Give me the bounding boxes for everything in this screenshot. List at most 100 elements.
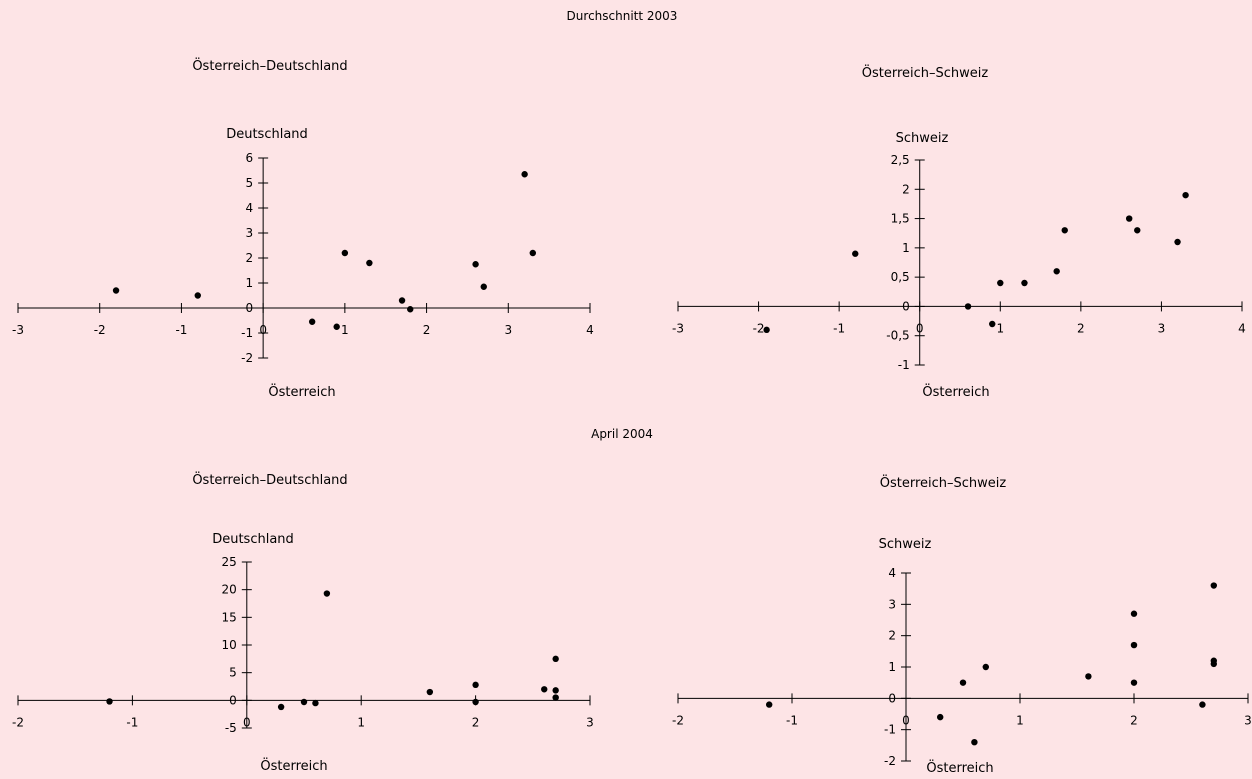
data-point: [971, 739, 978, 746]
x-tick-label: -1: [833, 321, 845, 335]
y-tick-label: 1: [888, 660, 896, 674]
scatter-panel-2: Österreich–Schweiz Schweiz Österreich -3 -2 -…: [672, 64, 1246, 400]
x-axis-label: Österreich: [260, 757, 327, 774]
data-point: [341, 249, 349, 257]
x-tick-label: 1: [357, 715, 365, 729]
x-tick-label: 0: [243, 715, 251, 729]
x-tick-label: -2: [94, 323, 106, 337]
data-point: [312, 699, 319, 707]
y-tick-label: -2: [241, 351, 253, 365]
panel-title: Österreich–Schweiz: [862, 64, 989, 81]
y-tick-label: 6: [246, 151, 254, 165]
panel-title: Österreich–Schweiz: [880, 474, 1007, 491]
data-point: [1210, 582, 1218, 589]
y-tick-label: 3: [246, 226, 254, 240]
data-point: [106, 698, 113, 705]
x-tick-label: 3: [1158, 321, 1166, 335]
data-point: [552, 687, 559, 694]
y-tick-label: -5: [225, 721, 237, 735]
data-point: [1053, 268, 1060, 275]
y-axis-label: Deutschland: [212, 532, 294, 547]
x-tick-label: 0: [902, 713, 910, 727]
y-tick-label: 10: [222, 638, 237, 652]
x-tick-label: 2: [1077, 321, 1085, 335]
data-point: [552, 694, 559, 701]
data-point: [300, 698, 308, 706]
y-tick-label: 5: [246, 176, 254, 190]
y-tick-label: 2: [246, 251, 254, 265]
x-tick-label: -1: [175, 323, 187, 337]
x-tick-label: 1: [996, 321, 1004, 335]
data-point: [766, 701, 773, 708]
data-point: [480, 283, 487, 290]
x-tick-label: 3: [586, 715, 594, 729]
y-axis-label: Deutschland: [226, 127, 308, 142]
y-tick-label: 0: [888, 691, 896, 705]
data-point: [194, 292, 201, 299]
data-point: [1182, 191, 1189, 199]
data-point: [1134, 227, 1141, 234]
y-axis-label: Schweiz: [896, 131, 949, 146]
data-point: [472, 261, 479, 268]
panel-title: Österreich–Deutschland: [192, 57, 347, 74]
data-point: [407, 306, 414, 313]
x-tick-label: 1: [341, 323, 349, 337]
data-point: [398, 297, 406, 304]
data-point: [366, 259, 373, 267]
data-point: [323, 590, 331, 597]
data-point: [763, 326, 770, 334]
data-point: [521, 171, 528, 178]
y-tick-label: -1: [898, 358, 910, 372]
data-point: [333, 323, 340, 330]
data-point: [1061, 227, 1068, 234]
x-tick-label: 1: [1016, 713, 1024, 727]
x-tick-label: -2: [672, 713, 684, 727]
y-tick-label: 0: [229, 693, 237, 707]
y-tick-label: -2: [884, 754, 896, 768]
data-point: [541, 686, 548, 693]
x-tick-label: 4: [1238, 321, 1246, 335]
y-tick-label: -1: [884, 723, 896, 737]
y-tick-label: 0: [246, 301, 254, 315]
y-tick-label: 1,5: [891, 212, 910, 226]
data-point: [937, 713, 944, 721]
data-point: [472, 698, 479, 706]
y-tick-label: -0,5: [886, 329, 909, 343]
y-tick-label: 5: [229, 666, 237, 680]
y-tick-label: 3: [888, 597, 896, 611]
x-tick-label: -2: [12, 715, 24, 729]
x-tick-label: -3: [12, 323, 24, 337]
section-title-2004: April 2004: [591, 427, 653, 441]
y-tick-label: 25: [222, 555, 237, 569]
data-point: [1210, 660, 1218, 668]
data-point: [472, 681, 479, 689]
data-point: [1174, 238, 1181, 246]
x-axis-label: Österreich: [268, 383, 335, 400]
data-point: [1126, 215, 1133, 222]
data-point: [308, 318, 316, 325]
data-point: [997, 279, 1004, 287]
data-point: [1130, 679, 1138, 686]
data-point: [277, 703, 285, 711]
data-point: [426, 688, 434, 696]
x-tick-label: 0: [916, 321, 924, 335]
x-axis-label: Österreich: [922, 383, 989, 400]
data-point: [964, 303, 972, 310]
panel-title: Österreich–Deutschland: [192, 471, 347, 488]
x-axis-label: Österreich: [926, 759, 993, 775]
y-tick-label: 15: [222, 610, 237, 624]
y-tick-label: 1: [246, 276, 254, 290]
x-tick-label: 3: [1244, 713, 1252, 727]
y-tick-label: 0: [902, 299, 910, 313]
y-tick-label: -1: [241, 326, 253, 340]
y-tick-label: 20: [222, 583, 237, 597]
scatter-panel-3: Österreich–Deutschland Deutschland Österre…: [12, 471, 594, 774]
data-point: [852, 250, 859, 257]
data-point: [982, 663, 989, 671]
x-tick-label: 2: [423, 323, 431, 337]
data-point: [989, 320, 996, 328]
data-point: [552, 655, 559, 663]
section-title-2003: Durchschnitt 2003: [567, 9, 678, 23]
